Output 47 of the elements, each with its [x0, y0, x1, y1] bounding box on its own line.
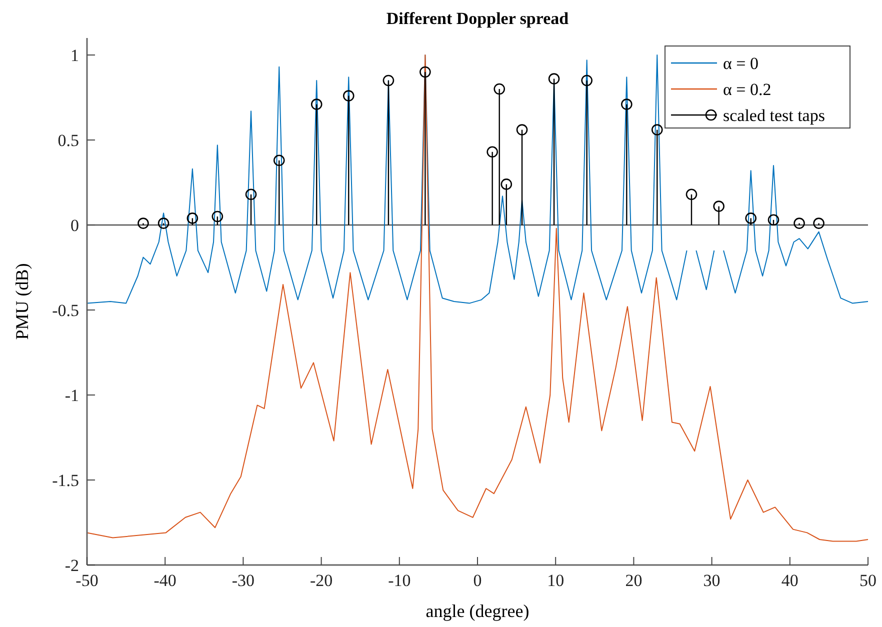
x-tick-label: 20	[625, 571, 642, 590]
point	[310, 98, 322, 110]
point	[138, 218, 149, 229]
x-tick-label: 0	[473, 571, 482, 590]
point	[486, 146, 498, 158]
point	[420, 66, 431, 78]
x-tick-label: -40	[154, 571, 176, 590]
y-axis-title: PMU (dB)	[12, 263, 32, 340]
point	[273, 154, 285, 166]
y-tick-label: 1	[70, 46, 79, 65]
point	[212, 210, 224, 222]
point	[382, 74, 394, 86]
x-tick-label: -20	[310, 571, 333, 590]
x-axis-title: angle (degree)	[426, 601, 530, 621]
legend-label: scaled test taps	[723, 106, 825, 125]
point	[813, 218, 824, 229]
x-tick-label: -30	[232, 571, 255, 590]
point	[500, 178, 512, 190]
point	[686, 188, 698, 200]
x-tick-label: 30	[703, 571, 720, 590]
point	[516, 124, 528, 136]
y-tick-label: -1.5	[52, 471, 79, 490]
y-tick-label: 0	[70, 216, 79, 235]
y-tick-label: -0.5	[52, 301, 79, 320]
line-series	[86, 54, 868, 542]
legend-label: α = 0.2	[723, 80, 772, 99]
point	[186, 212, 198, 224]
point	[768, 214, 780, 226]
point	[794, 218, 805, 229]
x-tick-label: 40	[781, 571, 798, 590]
x-tick-label: 50	[860, 571, 876, 590]
x-tick-label: -10	[388, 571, 411, 590]
point	[158, 218, 170, 229]
chart-title: Different Doppler spread	[386, 9, 570, 28]
point	[651, 124, 663, 136]
x-tick-label: 10	[547, 571, 564, 590]
point	[745, 212, 756, 224]
point	[245, 188, 257, 200]
point	[548, 73, 560, 84]
y-tick-label: -1	[64, 386, 79, 405]
point	[581, 74, 592, 86]
y-tick-label: 0.5	[58, 131, 79, 150]
point	[621, 98, 632, 110]
point	[342, 90, 354, 102]
legend-label: α = 0	[723, 54, 758, 73]
point	[494, 83, 506, 95]
point	[713, 200, 724, 212]
